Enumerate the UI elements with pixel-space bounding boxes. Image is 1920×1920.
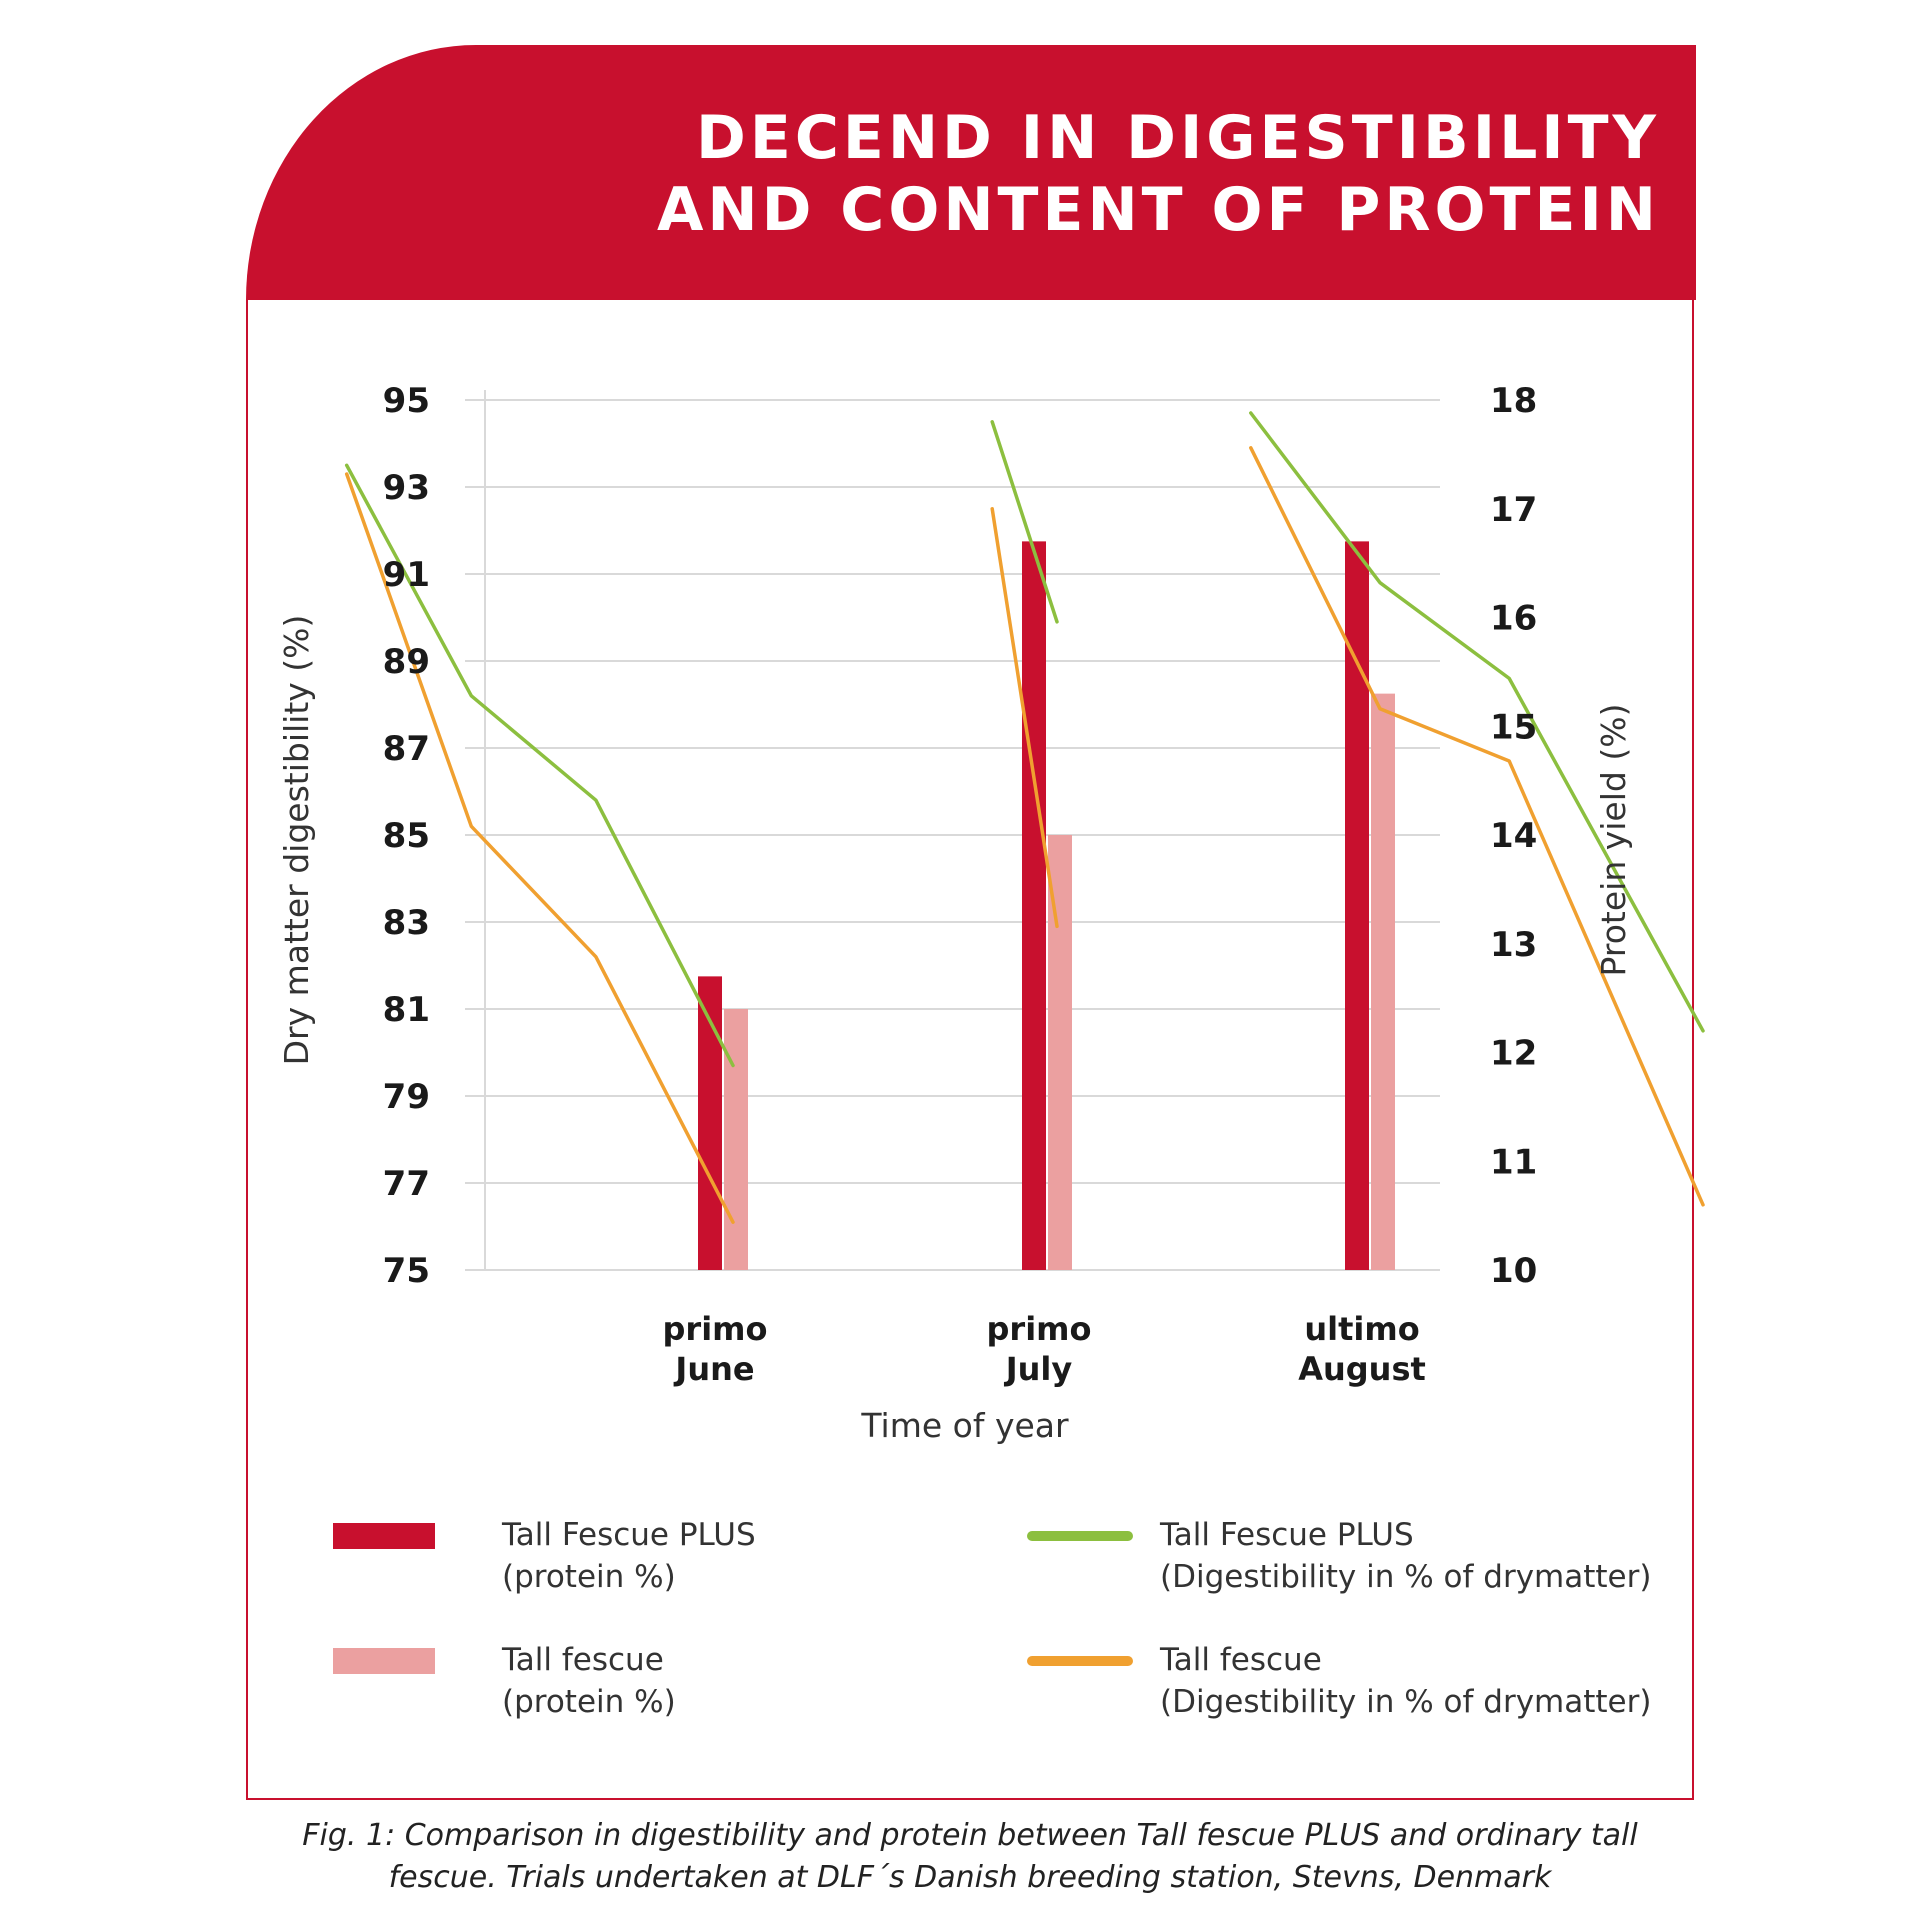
y-tick-label-left: 91 [383,555,430,595]
bar [1345,541,1369,1270]
y-tick-label-left: 85 [383,816,430,856]
lines [344,411,1705,1224]
caption-line: Fig. 1: Comparison in digestibility and … [302,1818,1638,1853]
legend-label-line: (protein %) [502,1684,676,1720]
bar [698,976,722,1270]
legend-label-line: Tall Fescue PLUS [502,1517,756,1553]
y-tick-label-right: 11 [1490,1142,1537,1182]
chart-title-line-1: DECEND IN DIGESTIBILITY [696,103,1660,173]
caption-line: fescue. Trials undertaken at DLF´s Danis… [388,1860,1552,1895]
y-tick-label-right: 17 [1490,490,1537,530]
series-line [344,463,735,1068]
y-tick-label-right: 14 [1490,816,1537,856]
legend-swatch-tall-protein [333,1648,435,1674]
legend-label-plus-protein: Tall Fescue PLUS (protein %) [502,1514,756,1598]
series-line [344,472,735,1224]
bar [1048,835,1072,1270]
figure-caption: Fig. 1: Comparison in digestibility and … [240,1815,1700,1899]
series-line [1249,411,1705,1033]
y-tick-label-left: 93 [383,468,430,508]
title-banner: DECEND IN DIGESTIBILITY AND CONTENT OF P… [246,45,1696,300]
bar [1022,541,1046,1270]
legend-label-line: (Digestibility in % of drymatter) [1160,1684,1652,1720]
y-tick-label-left: 79 [383,1077,430,1117]
tick-labels: 95 93 91 89 87 85 83 81 79 77 75 18 17 16 15 14 13 12 11 10… [383,381,1538,1388]
y-tick-label-left: 89 [383,642,430,682]
y-tick-label-left: 77 [383,1164,430,1204]
legend-swatch-plus-digestibility [1027,1531,1133,1541]
y-tick-label-right: 15 [1490,707,1537,747]
legend-label-line: (Digestibility in % of drymatter) [1160,1559,1652,1595]
y-tick-label-right: 12 [1490,1034,1537,1074]
chart-title-line-2: AND CONTENT OF PROTEIN [656,175,1660,245]
y-tick-label-left: 83 [383,903,430,943]
x-tick-label: August [1298,1350,1426,1388]
series-line [990,420,1059,624]
legend-label-tall-protein: Tall fescue (protein %) [502,1639,676,1723]
bar [724,1009,748,1270]
y-tick-label-right: 16 [1490,599,1537,639]
y-axis-label-left: Dry matter digestibility (%) [277,615,316,1066]
x-tick-label: June [673,1350,754,1388]
x-axis-label: Time of year [860,1406,1069,1445]
x-tick-label: ultimo [1304,1310,1419,1348]
gridlines [465,390,1440,1271]
x-tick-label: primo [663,1310,768,1348]
legend-label-line: (protein %) [502,1559,676,1595]
x-tick-label: July [1004,1350,1073,1388]
legend-label-line: Tall fescue [502,1642,664,1678]
y-tick-label-right: 10 [1490,1251,1537,1291]
y-tick-label-right: 13 [1490,925,1537,965]
y-tick-label-left: 87 [383,729,430,769]
y-tick-label-left: 95 [383,381,430,421]
chart-panel [246,300,1694,1800]
y-tick-label-left: 75 [383,1251,430,1291]
bar [1371,693,1395,1270]
legend-label-tall-digestibility: Tall fescue (Digestibility in % of dryma… [1160,1639,1651,1723]
series-line [1249,446,1705,1207]
bars [698,541,1395,1270]
legend-swatch-tall-digestibility [1027,1656,1133,1666]
legend-label-line: Tall Fescue PLUS [1160,1517,1414,1553]
series-line [990,507,1059,929]
legend-label-line: Tall fescue [1160,1642,1322,1678]
legend-label-plus-digestibility: Tall Fescue PLUS (Digestibility in % of … [1160,1514,1651,1598]
x-tick-label: primo [987,1310,1092,1348]
y-tick-label-right: 18 [1490,381,1537,421]
y-axis-label-right: Protein yield (%) [1594,704,1633,977]
y-tick-label-left: 81 [383,990,430,1030]
legend-swatch-plus-protein [333,1523,435,1549]
